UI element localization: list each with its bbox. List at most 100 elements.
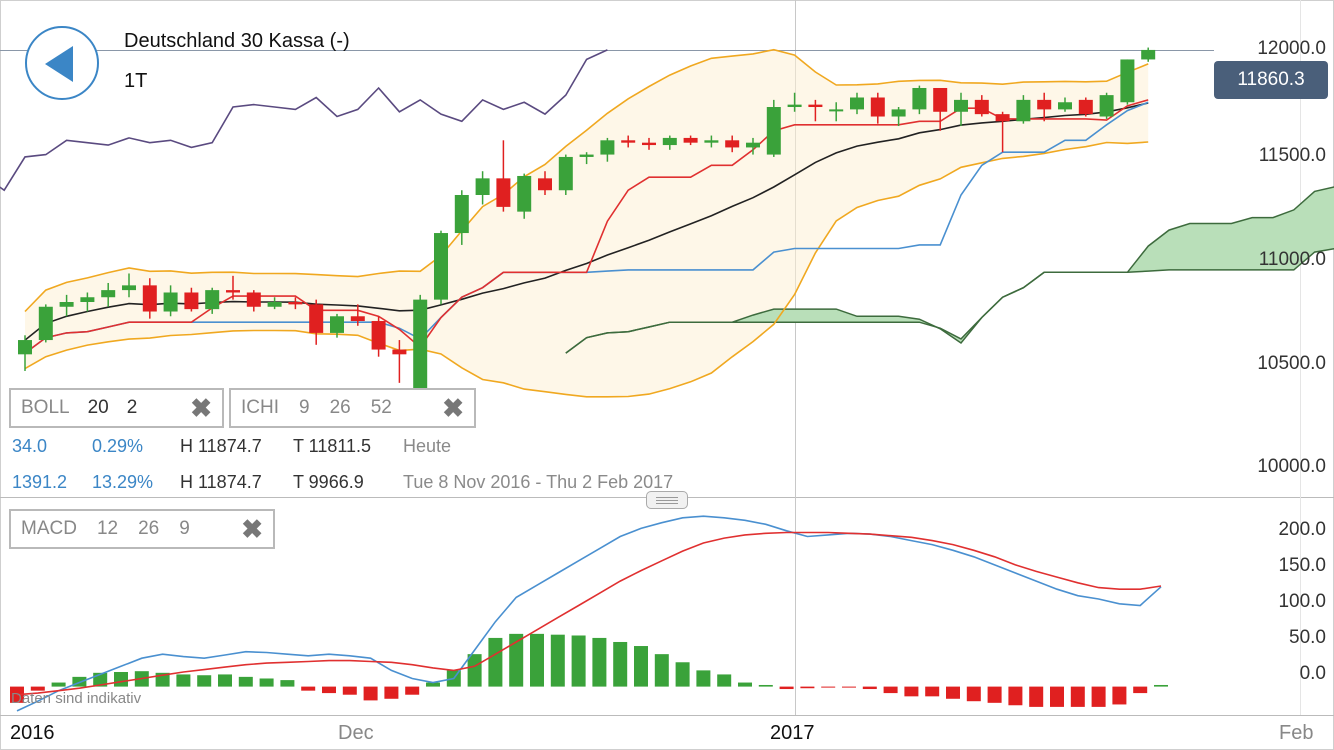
macd-histogram-bar [509,633,524,687]
candle-body [18,340,32,355]
bollinger-lower-line [24,141,1149,398]
candle-body [288,302,303,305]
candle-body [621,140,636,143]
macd-histogram-bar [363,686,378,701]
close-icon[interactable]: ✖ [442,392,464,423]
stat-high-period: H 11874.7 [180,472,262,492]
macd-histogram-bar [342,686,357,695]
macd-histogram-bar [966,686,981,702]
boll-indicator-box[interactable]: BOLL 20 2 ✖ [9,388,224,428]
stat-change-today: 34.0 [12,436,48,456]
candle-body [995,114,1010,122]
macd-histogram-bar [946,686,960,699]
candle-body [891,109,906,117]
candle-body [101,290,116,298]
stat-high-today: H 11874.7 [180,436,262,456]
stat-low-period: T 9966.9 [293,472,364,492]
macd-indicator-box[interactable]: MACD 12 26 9 ✖ [9,509,275,549]
macd-histogram-bar [30,686,45,691]
macd-y-tick-label: 50.0 [1289,627,1326,648]
candle-body [746,142,760,148]
macd-histogram-bar [1154,684,1168,687]
candle-body [434,233,448,300]
macd-histogram-bar [259,678,274,687]
macd-histogram-bar [322,686,336,694]
candle-body [38,306,53,341]
candle-body [787,104,802,108]
candle-body [371,321,386,350]
stat-pct-period: 13.29% [92,472,154,492]
candle-body [600,140,615,155]
candle-body [974,99,989,115]
candle-body [80,297,95,303]
candle-body [850,97,864,110]
candle-body [808,104,823,108]
macd-p3: 9 [179,518,190,539]
candle-body [246,292,261,307]
macd-histogram-bar [779,686,794,690]
stat-range-today: Heute [403,436,452,456]
macd-histogram-bar [925,686,940,697]
candle-body [475,178,490,195]
macd-p1: 12 [96,518,119,539]
ichi-p1: 9 [299,397,310,418]
macd-histogram-bar [862,686,877,690]
candle-body [226,290,240,293]
macd-y-tick-label: 0.0 [1299,663,1326,684]
candle-body [662,137,677,146]
y-tick-label: 10500.0 [1257,353,1326,374]
macd-histogram-bar [883,686,898,694]
close-icon[interactable]: ✖ [241,513,263,544]
period-selector[interactable]: 1T [124,70,148,92]
y-tick-label: 11000.0 [1258,249,1326,270]
ichi-p3: 52 [370,397,392,418]
macd-histogram-bar [176,674,191,687]
macd-histogram-bar [758,684,773,687]
pane-resize-handle[interactable] [646,491,688,509]
ichi-p2: 26 [329,397,351,418]
candle-body [933,87,948,112]
macd-histogram-bar [800,686,815,689]
candle-body [1016,99,1031,122]
macd-histogram-bar [197,675,212,687]
macd-histogram-bar [1029,686,1044,707]
macd-y-tick-label: 200.0 [1278,519,1326,540]
candle-body [870,97,885,117]
macd-histogram-bar [114,672,128,687]
candle-body [205,290,220,310]
y-tick-label: 11500.0 [1258,145,1326,166]
close-icon[interactable]: ✖ [190,392,212,423]
stat-low-today: T 11811.5 [293,436,372,456]
x-axis-label: 2017 [770,722,815,744]
macd-histogram-bar [1112,686,1127,705]
candle-body [1141,49,1156,60]
candle-body [579,154,594,157]
ichi-label: ICHI [241,397,279,418]
candle-body [1078,99,1093,115]
candle-body [309,304,324,333]
candle-body [725,140,740,148]
macd-histogram-bar [1070,686,1085,707]
candle-body [642,142,656,146]
macd-histogram-bar [530,633,544,687]
y-tick-label: 12000.0 [1257,38,1326,59]
boll-label: BOLL [21,397,70,418]
macd-histogram-bar [467,654,482,687]
macd-histogram-bar [1008,686,1023,706]
macd-histogram-bar [821,686,836,688]
candle-body [829,109,844,112]
macd-histogram-bar [384,686,399,699]
candle-body [517,175,532,212]
stat-change-period: 1391.2 [12,472,68,492]
macd-histogram-bar [488,637,503,687]
macd-histogram-bar [904,686,919,697]
macd-label: MACD [21,518,77,539]
macd-histogram-bar [10,686,24,703]
macd-histogram-bar [280,680,295,687]
macd-histogram-bar [675,662,690,687]
macd-histogram-bar [1091,686,1106,707]
back-button[interactable] [25,26,99,100]
macd-histogram-bar [51,682,66,687]
ichi-indicator-box[interactable]: ICHI 9 26 52 ✖ [229,388,476,428]
candle-body [954,99,968,112]
